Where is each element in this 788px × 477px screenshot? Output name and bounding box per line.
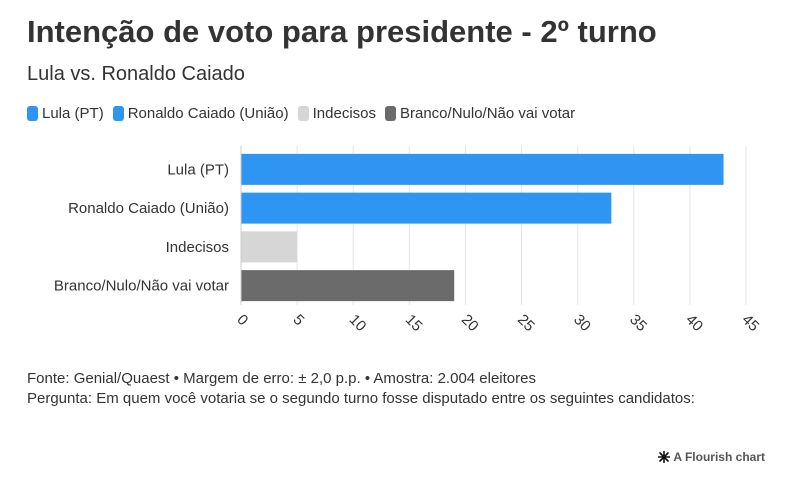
category-label: Ronaldo Caiado (União) (68, 200, 229, 217)
x-tick-label: 20 (458, 311, 482, 335)
x-tick-label: 35 (626, 311, 650, 335)
chart-title: Intenção de voto para presidente - 2º tu… (27, 14, 657, 49)
question-note: Pergunta: Em quem você votaria se o segu… (27, 390, 695, 407)
chart-subtitle: Lula vs. Ronaldo Caiado (27, 63, 245, 85)
legend-item-caiado[interactable]: Ronaldo Caiado (União) (112, 105, 289, 122)
legend-swatch (112, 106, 124, 121)
chart-footer: Fonte: Genial/Quaest • Margem de erro: ±… (27, 369, 727, 409)
x-tick-label: 45 (738, 311, 762, 335)
legend-swatch (385, 106, 396, 121)
x-tick-label: 10 (346, 311, 370, 335)
legend-label: Branco/Nulo/Não vai votar (400, 105, 576, 122)
category-label: Branco/Nulo/Não vai votar (54, 278, 229, 295)
legend-item-branco-nulo[interactable]: Branco/Nulo/Não vai votar (385, 105, 575, 122)
x-tick-label: 15 (402, 311, 426, 335)
legend-swatch (297, 106, 309, 121)
legend-item-lula[interactable]: Lula (PT) (27, 105, 104, 122)
x-tick-label: 40 (682, 311, 706, 335)
legend: Lula (PT) Ronaldo Caiado (União) Indecis… (27, 105, 575, 122)
source-note: Fonte: Genial/Quaest • Margem de erro: ±… (27, 370, 536, 387)
x-tick-label: 30 (570, 311, 594, 335)
bar-3[interactable] (241, 270, 455, 302)
x-tick-label: 5 (290, 311, 308, 329)
bar-2[interactable] (241, 231, 298, 263)
category-label: Lula (PT) (167, 161, 229, 178)
legend-item-indecisos[interactable]: Indecisos (297, 105, 376, 122)
bar-1[interactable] (241, 192, 612, 224)
legend-label: Ronaldo Caiado (União) (127, 105, 289, 122)
x-tick-label: 25 (514, 311, 538, 335)
credit-label: A Flourish chart (673, 450, 765, 464)
bar-0[interactable] (241, 153, 724, 185)
legend-label: Lula (PT) (42, 105, 104, 122)
bar-chart: Lula (PT) Ronaldo Caiado (União) Indecisos… (54, 146, 762, 335)
x-tick-label: 0 (233, 311, 251, 329)
flourish-star-icon (658, 451, 671, 463)
legend-swatch (27, 106, 38, 121)
flourish-credit[interactable]: A Flourish chart (658, 450, 765, 464)
category-label: Indecisos (166, 239, 229, 256)
legend-label: Indecisos (312, 105, 376, 122)
